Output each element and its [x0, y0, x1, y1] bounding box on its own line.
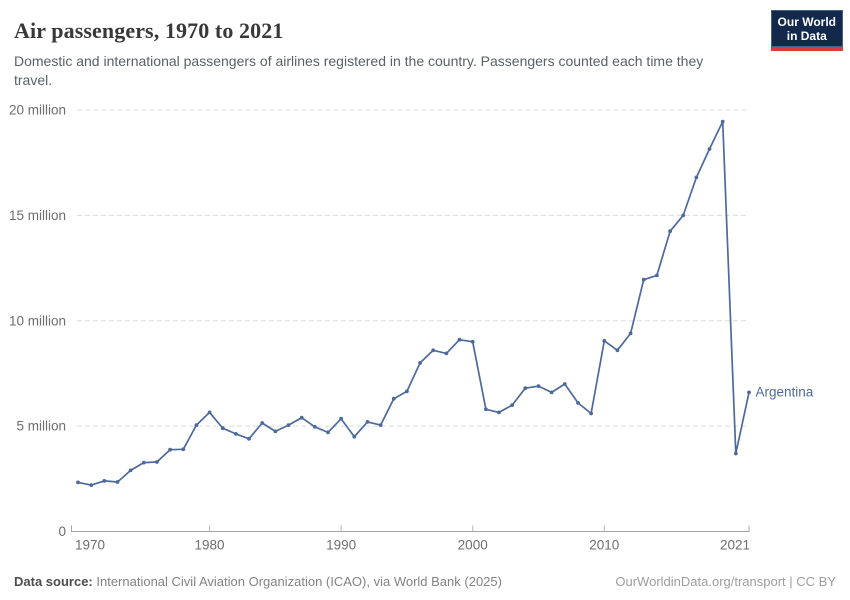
data-point [141, 460, 146, 465]
chart-footer: Data source: International Civil Aviatio… [14, 574, 836, 589]
chart-header: Air passengers, 1970 to 2021 Domestic an… [0, 0, 850, 90]
x-tick-label: 2010 [589, 538, 619, 553]
data-point [247, 436, 251, 441]
data-point [484, 407, 488, 412]
data-point [339, 416, 343, 421]
data-point [668, 229, 672, 234]
data-point [220, 426, 225, 431]
page-title: Air passengers, 1970 to 2021 [14, 18, 284, 43]
data-point [102, 479, 107, 483]
x-tick-label: 2000 [458, 538, 488, 553]
data-point [365, 420, 370, 424]
data-point [326, 430, 330, 435]
data-source-text: International Civil Aviation Organizatio… [92, 574, 502, 589]
data-source-label: Data source: [14, 574, 93, 589]
data-point [576, 401, 580, 405]
data-point [681, 213, 686, 218]
y-zero-label: 0 [58, 524, 66, 539]
data-point [707, 147, 712, 151]
data-point [536, 384, 541, 388]
data-point [378, 423, 383, 427]
y-tick-label: 15 million [9, 208, 66, 223]
y-tick-label: 10 million [9, 313, 66, 328]
x-tick-label: 2021 [720, 538, 750, 553]
data-point [589, 411, 593, 416]
data-point [615, 348, 620, 353]
line-chart: 5 million 10 million 15 million 20 million 0… [9, 103, 814, 553]
chart-subtitle: Domestic and international passengers of… [14, 53, 704, 88]
data-line [77, 120, 750, 486]
data-point [76, 480, 80, 485]
data-point [470, 339, 475, 344]
data-point [194, 423, 199, 427]
data-point [562, 382, 567, 386]
data-point [299, 415, 304, 420]
owid-logo[interactable]: Our World in Data [770, 10, 843, 51]
data-point [510, 403, 515, 407]
owid-logo-line1: Our World [777, 15, 836, 29]
data-point [720, 119, 725, 124]
data-point [655, 273, 659, 278]
x-tick-label: 1980 [195, 538, 225, 553]
data-point [444, 351, 449, 356]
data-point [628, 331, 633, 336]
data-point [391, 396, 396, 401]
entity-label: Argentina [756, 384, 814, 399]
data-point [405, 389, 409, 394]
data-point [747, 390, 751, 395]
x-tick-label: 1990 [326, 538, 356, 553]
data-point [431, 348, 436, 353]
data-point [733, 451, 738, 456]
x-tick-label: 1970 [75, 538, 105, 553]
y-tick-label: 5 million [16, 419, 66, 434]
data-point [497, 410, 501, 415]
data-point [352, 434, 357, 439]
data-point [260, 421, 265, 425]
y-tick-label: 20 million [9, 103, 66, 118]
data-point [523, 386, 528, 391]
data-point [286, 423, 291, 427]
data-point [89, 483, 94, 487]
data-source-note: Data source: International Civil Aviatio… [14, 574, 502, 589]
data-point [549, 390, 554, 395]
data-point [273, 429, 278, 434]
owid-logo-line2: in Data [786, 29, 827, 43]
data-point [602, 338, 607, 343]
data-point [641, 277, 646, 282]
data-point [234, 432, 238, 436]
data-point [181, 447, 186, 452]
data-point [694, 175, 699, 180]
data-point [115, 480, 120, 484]
data-point [155, 460, 159, 464]
x-axis [71, 525, 750, 532]
data-point [457, 337, 462, 342]
data-point [418, 361, 422, 365]
data-point [207, 410, 212, 415]
data-point [168, 447, 173, 452]
data-point [128, 468, 133, 473]
owid-attribution-link[interactable]: OurWorldinData.org/transport | CC BY [615, 574, 836, 589]
data-point [312, 424, 317, 429]
